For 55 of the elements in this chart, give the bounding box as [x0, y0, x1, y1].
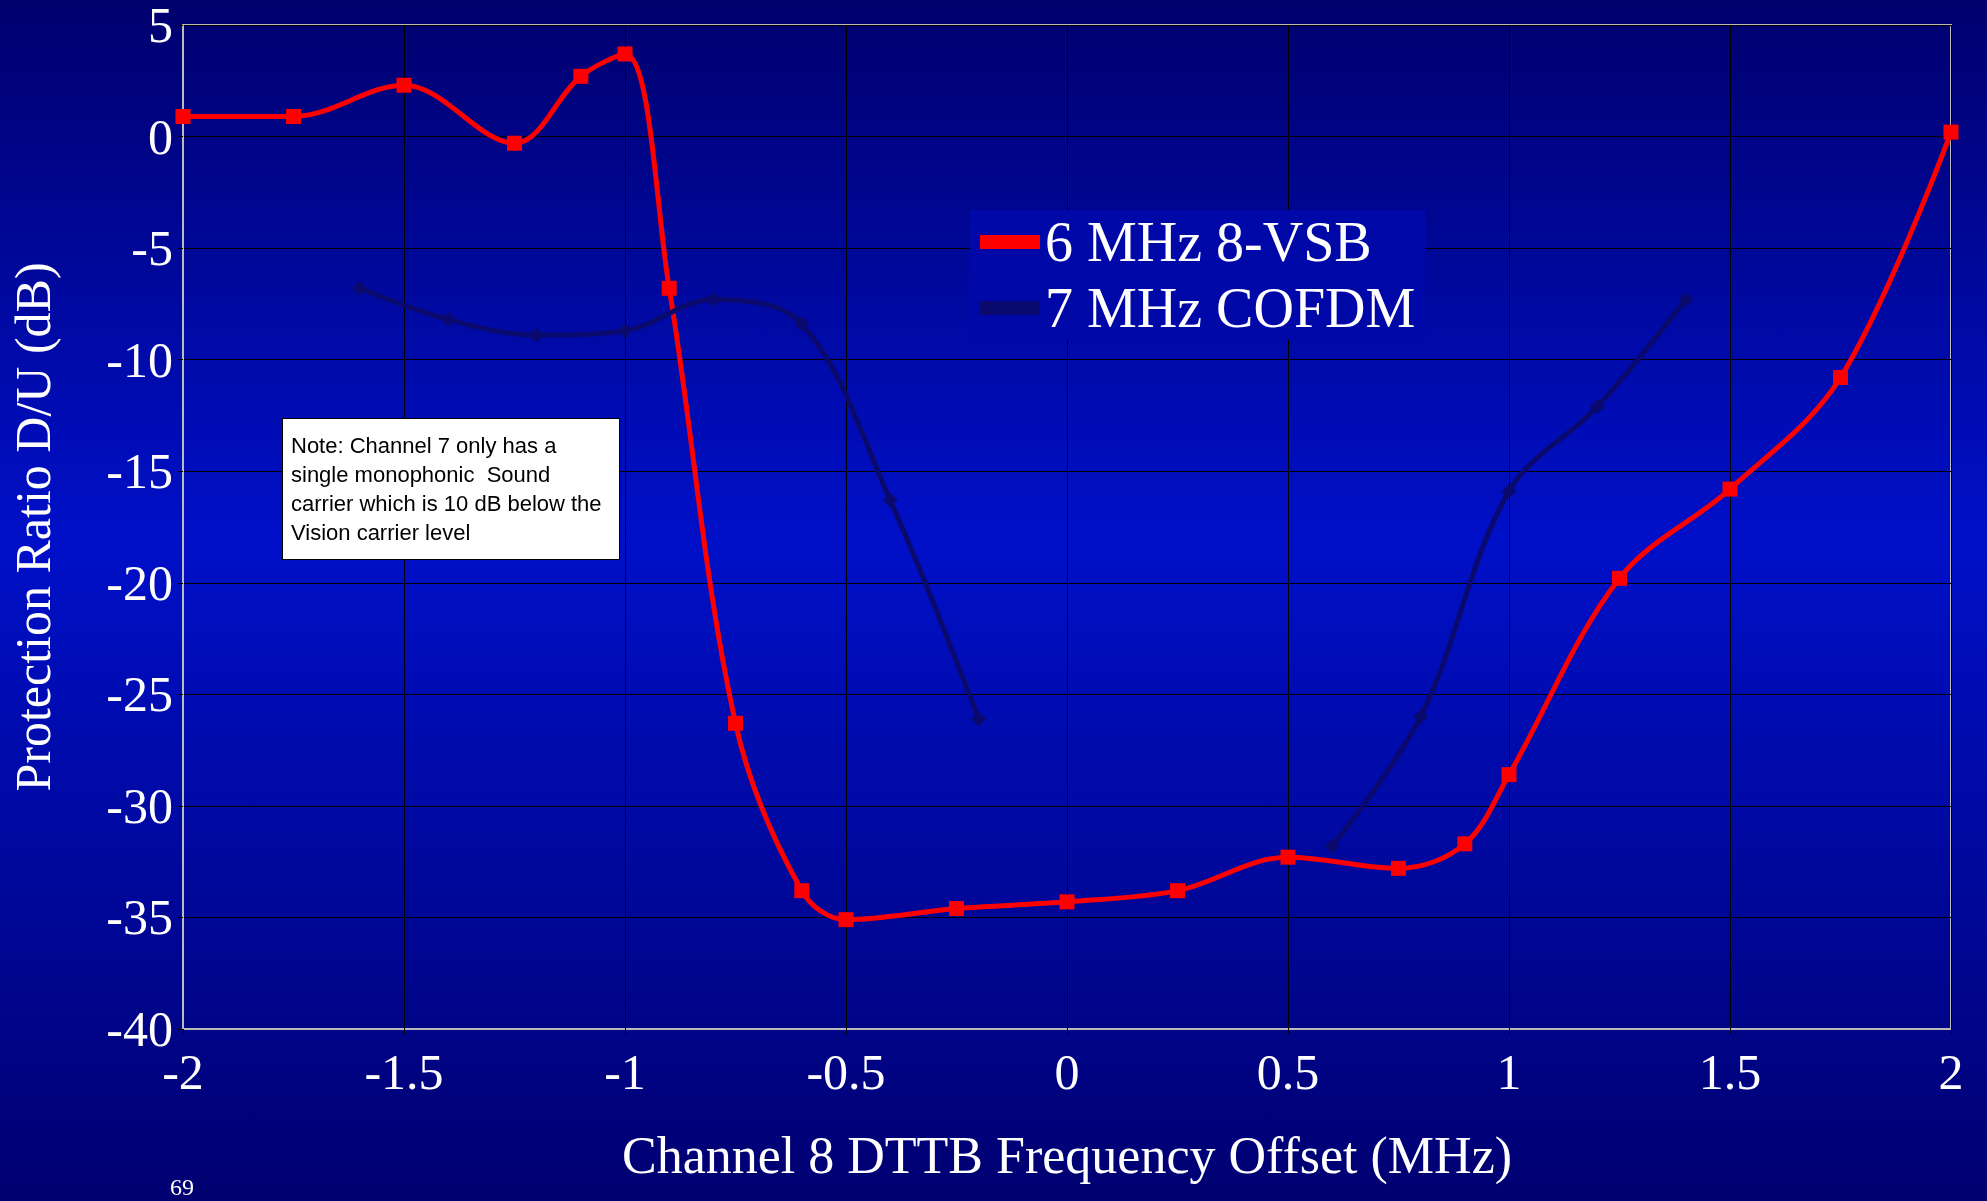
point [1413, 709, 1429, 725]
point [1833, 370, 1848, 386]
point [286, 108, 301, 124]
point [1678, 291, 1694, 307]
point [661, 280, 677, 296]
y-tick-label: 0 [148, 108, 173, 165]
point [440, 312, 456, 328]
point [1612, 570, 1627, 586]
point [1280, 849, 1296, 865]
point [175, 108, 191, 124]
point [971, 711, 987, 727]
point [1501, 767, 1517, 783]
y-axis-title: Protection Ratio D/U (dB) [5, 262, 61, 792]
y-tick-label: -10 [106, 331, 173, 388]
point [352, 280, 368, 296]
point [794, 883, 810, 899]
text: 69 [170, 1174, 194, 1200]
y-tick-label: -5 [131, 220, 173, 277]
x-tick-label: 0.5 [1256, 1044, 1320, 1100]
point [1457, 836, 1473, 852]
point [1501, 483, 1517, 499]
point [573, 68, 589, 84]
y-tick-label: -30 [106, 777, 173, 834]
x-tick-label: -0.5 [806, 1044, 886, 1100]
x-tick-label: 1 [1496, 1044, 1522, 1100]
point [1943, 124, 1959, 140]
point [1170, 883, 1185, 899]
point [949, 901, 964, 917]
point [794, 316, 810, 332]
legend-label: 7 MHz COFDM [1045, 277, 1416, 339]
y-tick-label: -25 [106, 666, 173, 723]
y-tick-label: -35 [106, 889, 173, 946]
point [507, 135, 522, 151]
x-tick-label: -1 [604, 1044, 646, 1100]
x-tick-label: 1.5 [1698, 1044, 1762, 1100]
x-tick-label: -1.5 [364, 1044, 444, 1100]
point [882, 492, 898, 508]
y-tick-label: -20 [106, 554, 173, 611]
y-tick-label: 5 [148, 0, 173, 53]
point [396, 77, 412, 93]
point [1391, 860, 1406, 876]
point [838, 912, 854, 928]
annotation: Note: Channel 7 only has a single monophonic Sound carrier which is 10 dB below the Vision carrier level [291, 433, 608, 545]
point [617, 46, 633, 62]
point [1589, 399, 1605, 415]
point [728, 715, 743, 731]
point [1059, 894, 1075, 910]
x-axis-title: Channel 8 DTTB Frequency Offset (MHz) [621, 1126, 1513, 1185]
legend-label: 6 MHz 8-VSB [1045, 211, 1372, 273]
y-tick-label: -15 [106, 443, 173, 500]
point [1722, 481, 1738, 497]
x-tick-label: 0 [1054, 1044, 1080, 1100]
x-tick-label: 2 [1938, 1044, 1964, 1100]
point [617, 323, 633, 339]
point [1324, 838, 1340, 854]
